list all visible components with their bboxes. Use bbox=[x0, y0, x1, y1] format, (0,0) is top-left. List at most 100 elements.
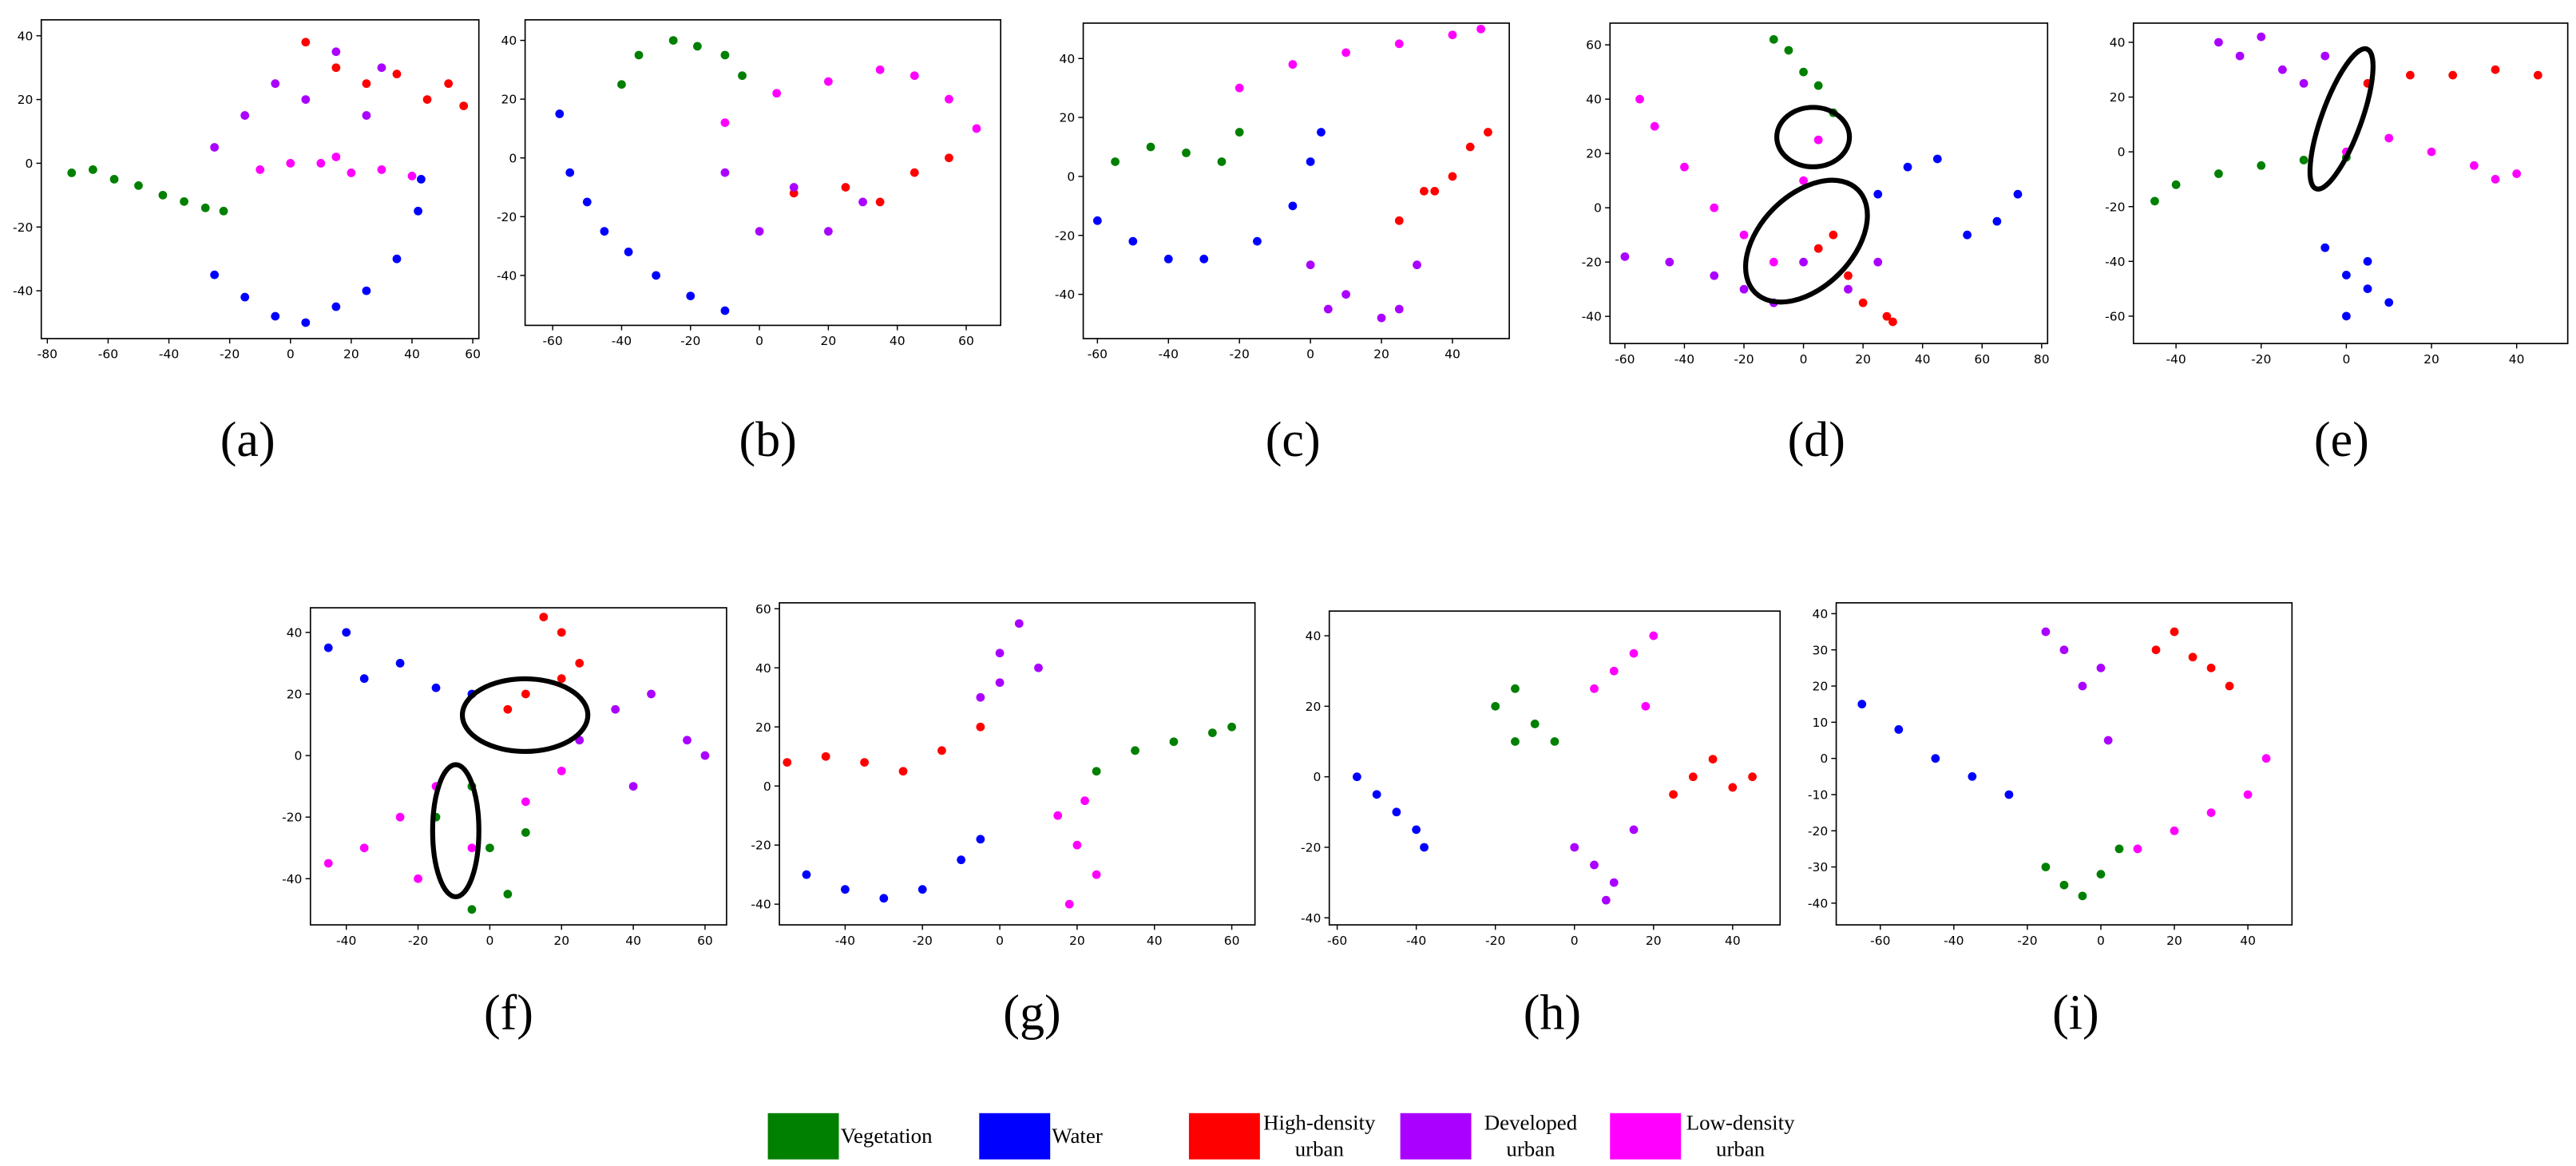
y-tick-label: 40 bbox=[18, 29, 34, 43]
y-tick-label: 0 bbox=[763, 779, 771, 794]
point bbox=[395, 659, 405, 668]
point bbox=[2114, 844, 2124, 854]
x-tick-label: 40 bbox=[625, 934, 641, 948]
point bbox=[693, 42, 702, 51]
point bbox=[1476, 24, 1485, 34]
point bbox=[976, 722, 985, 732]
point bbox=[1530, 720, 1540, 728]
point bbox=[1092, 767, 1101, 776]
panel: -60 -40 -20 0 20 40 -40 -30 -20 -10 0 10 20 30 40 (i) bbox=[1808, 601, 2293, 1040]
point bbox=[824, 227, 833, 236]
y-tick-label: 40 bbox=[287, 625, 303, 640]
point bbox=[1182, 149, 1191, 157]
panel: -40 -20 0 20 40 60 -40 -20 0 20 40 (f) bbox=[282, 607, 727, 1040]
point bbox=[789, 188, 799, 198]
point bbox=[2299, 156, 2308, 165]
y-tick-label: 40 bbox=[1586, 93, 1602, 107]
point bbox=[1392, 807, 1401, 817]
point bbox=[377, 63, 386, 73]
point bbox=[1317, 128, 1326, 137]
x-tick-label: 20 bbox=[1855, 352, 1871, 367]
point bbox=[431, 683, 441, 692]
point bbox=[2078, 891, 2087, 901]
x-tick-label: 0 bbox=[1800, 352, 1808, 367]
point bbox=[414, 206, 422, 216]
point bbox=[1342, 48, 1350, 58]
point bbox=[2243, 790, 2253, 799]
point bbox=[2059, 880, 2069, 890]
point bbox=[1649, 631, 1659, 641]
highlight-ellipse bbox=[2307, 46, 2376, 192]
point bbox=[1550, 737, 1559, 746]
point bbox=[521, 689, 530, 699]
panel: -60 -40 -20 0 20 40 -40 -20 0 20 40 (h) bbox=[1301, 610, 1781, 1040]
point bbox=[1064, 899, 1074, 909]
x-tick-label: -40 bbox=[1674, 352, 1694, 367]
point bbox=[2320, 51, 2330, 61]
point bbox=[2206, 808, 2216, 817]
point bbox=[1858, 298, 1868, 307]
x-tick-label: -40 bbox=[2166, 352, 2186, 367]
y-tick-label: 20 bbox=[287, 688, 303, 702]
point bbox=[1963, 230, 1972, 240]
point bbox=[2363, 256, 2372, 266]
point bbox=[2150, 196, 2159, 206]
x-tick-label: 40 bbox=[404, 347, 420, 362]
x-tick-label: -20 bbox=[680, 334, 700, 348]
x-tick-label: -40 bbox=[612, 334, 632, 348]
point bbox=[575, 659, 585, 668]
point bbox=[1888, 317, 1897, 327]
point bbox=[1650, 121, 1659, 131]
x-tick-label: 60 bbox=[958, 334, 974, 348]
point bbox=[1813, 135, 1823, 145]
point bbox=[582, 197, 592, 207]
point bbox=[1813, 81, 1823, 90]
y-tick-label: -20 bbox=[1808, 824, 1828, 839]
point bbox=[539, 613, 549, 621]
point bbox=[362, 111, 371, 120]
point bbox=[347, 169, 356, 177]
point bbox=[467, 905, 477, 914]
point bbox=[624, 248, 633, 256]
point bbox=[652, 271, 660, 280]
point bbox=[898, 767, 908, 776]
panel: -60 -40 -20 0 20 40 60 80 -40 -20 0 20 40 60 (d) bbox=[1582, 22, 2050, 467]
x-tick-label: -20 bbox=[220, 347, 240, 362]
point bbox=[2384, 133, 2394, 143]
point bbox=[995, 678, 1005, 688]
point bbox=[200, 203, 210, 212]
point bbox=[2096, 663, 2106, 672]
point bbox=[395, 812, 405, 822]
x-tick-label: 80 bbox=[2034, 352, 2050, 367]
point bbox=[1128, 236, 1138, 246]
y-tick-label: 0 bbox=[1820, 752, 1828, 766]
point bbox=[444, 79, 454, 89]
point bbox=[331, 302, 341, 311]
y-tick-label: 20 bbox=[1306, 700, 1322, 714]
point bbox=[565, 168, 575, 177]
y-tick-label: -20 bbox=[13, 220, 33, 235]
point bbox=[1169, 737, 1179, 747]
point bbox=[392, 254, 402, 264]
point bbox=[1728, 783, 1738, 792]
panel-label: (i) bbox=[2052, 986, 2099, 1040]
point bbox=[2206, 663, 2216, 672]
point bbox=[1992, 216, 2002, 226]
point bbox=[301, 38, 311, 47]
point bbox=[1739, 230, 1749, 240]
y-tick-label: 0 bbox=[509, 151, 517, 165]
x-tick-label: 0 bbox=[2097, 934, 2105, 948]
point bbox=[557, 766, 566, 775]
point bbox=[910, 71, 919, 81]
x-tick-label: 40 bbox=[1147, 934, 1163, 948]
y-tick-label: 40 bbox=[501, 34, 517, 48]
point bbox=[1708, 755, 1718, 763]
point bbox=[720, 168, 730, 177]
point bbox=[1620, 252, 1630, 261]
point bbox=[485, 843, 494, 853]
point bbox=[1465, 142, 1475, 152]
point bbox=[2225, 681, 2234, 691]
point bbox=[1146, 142, 1155, 152]
point bbox=[331, 47, 341, 57]
point bbox=[1014, 619, 1024, 629]
